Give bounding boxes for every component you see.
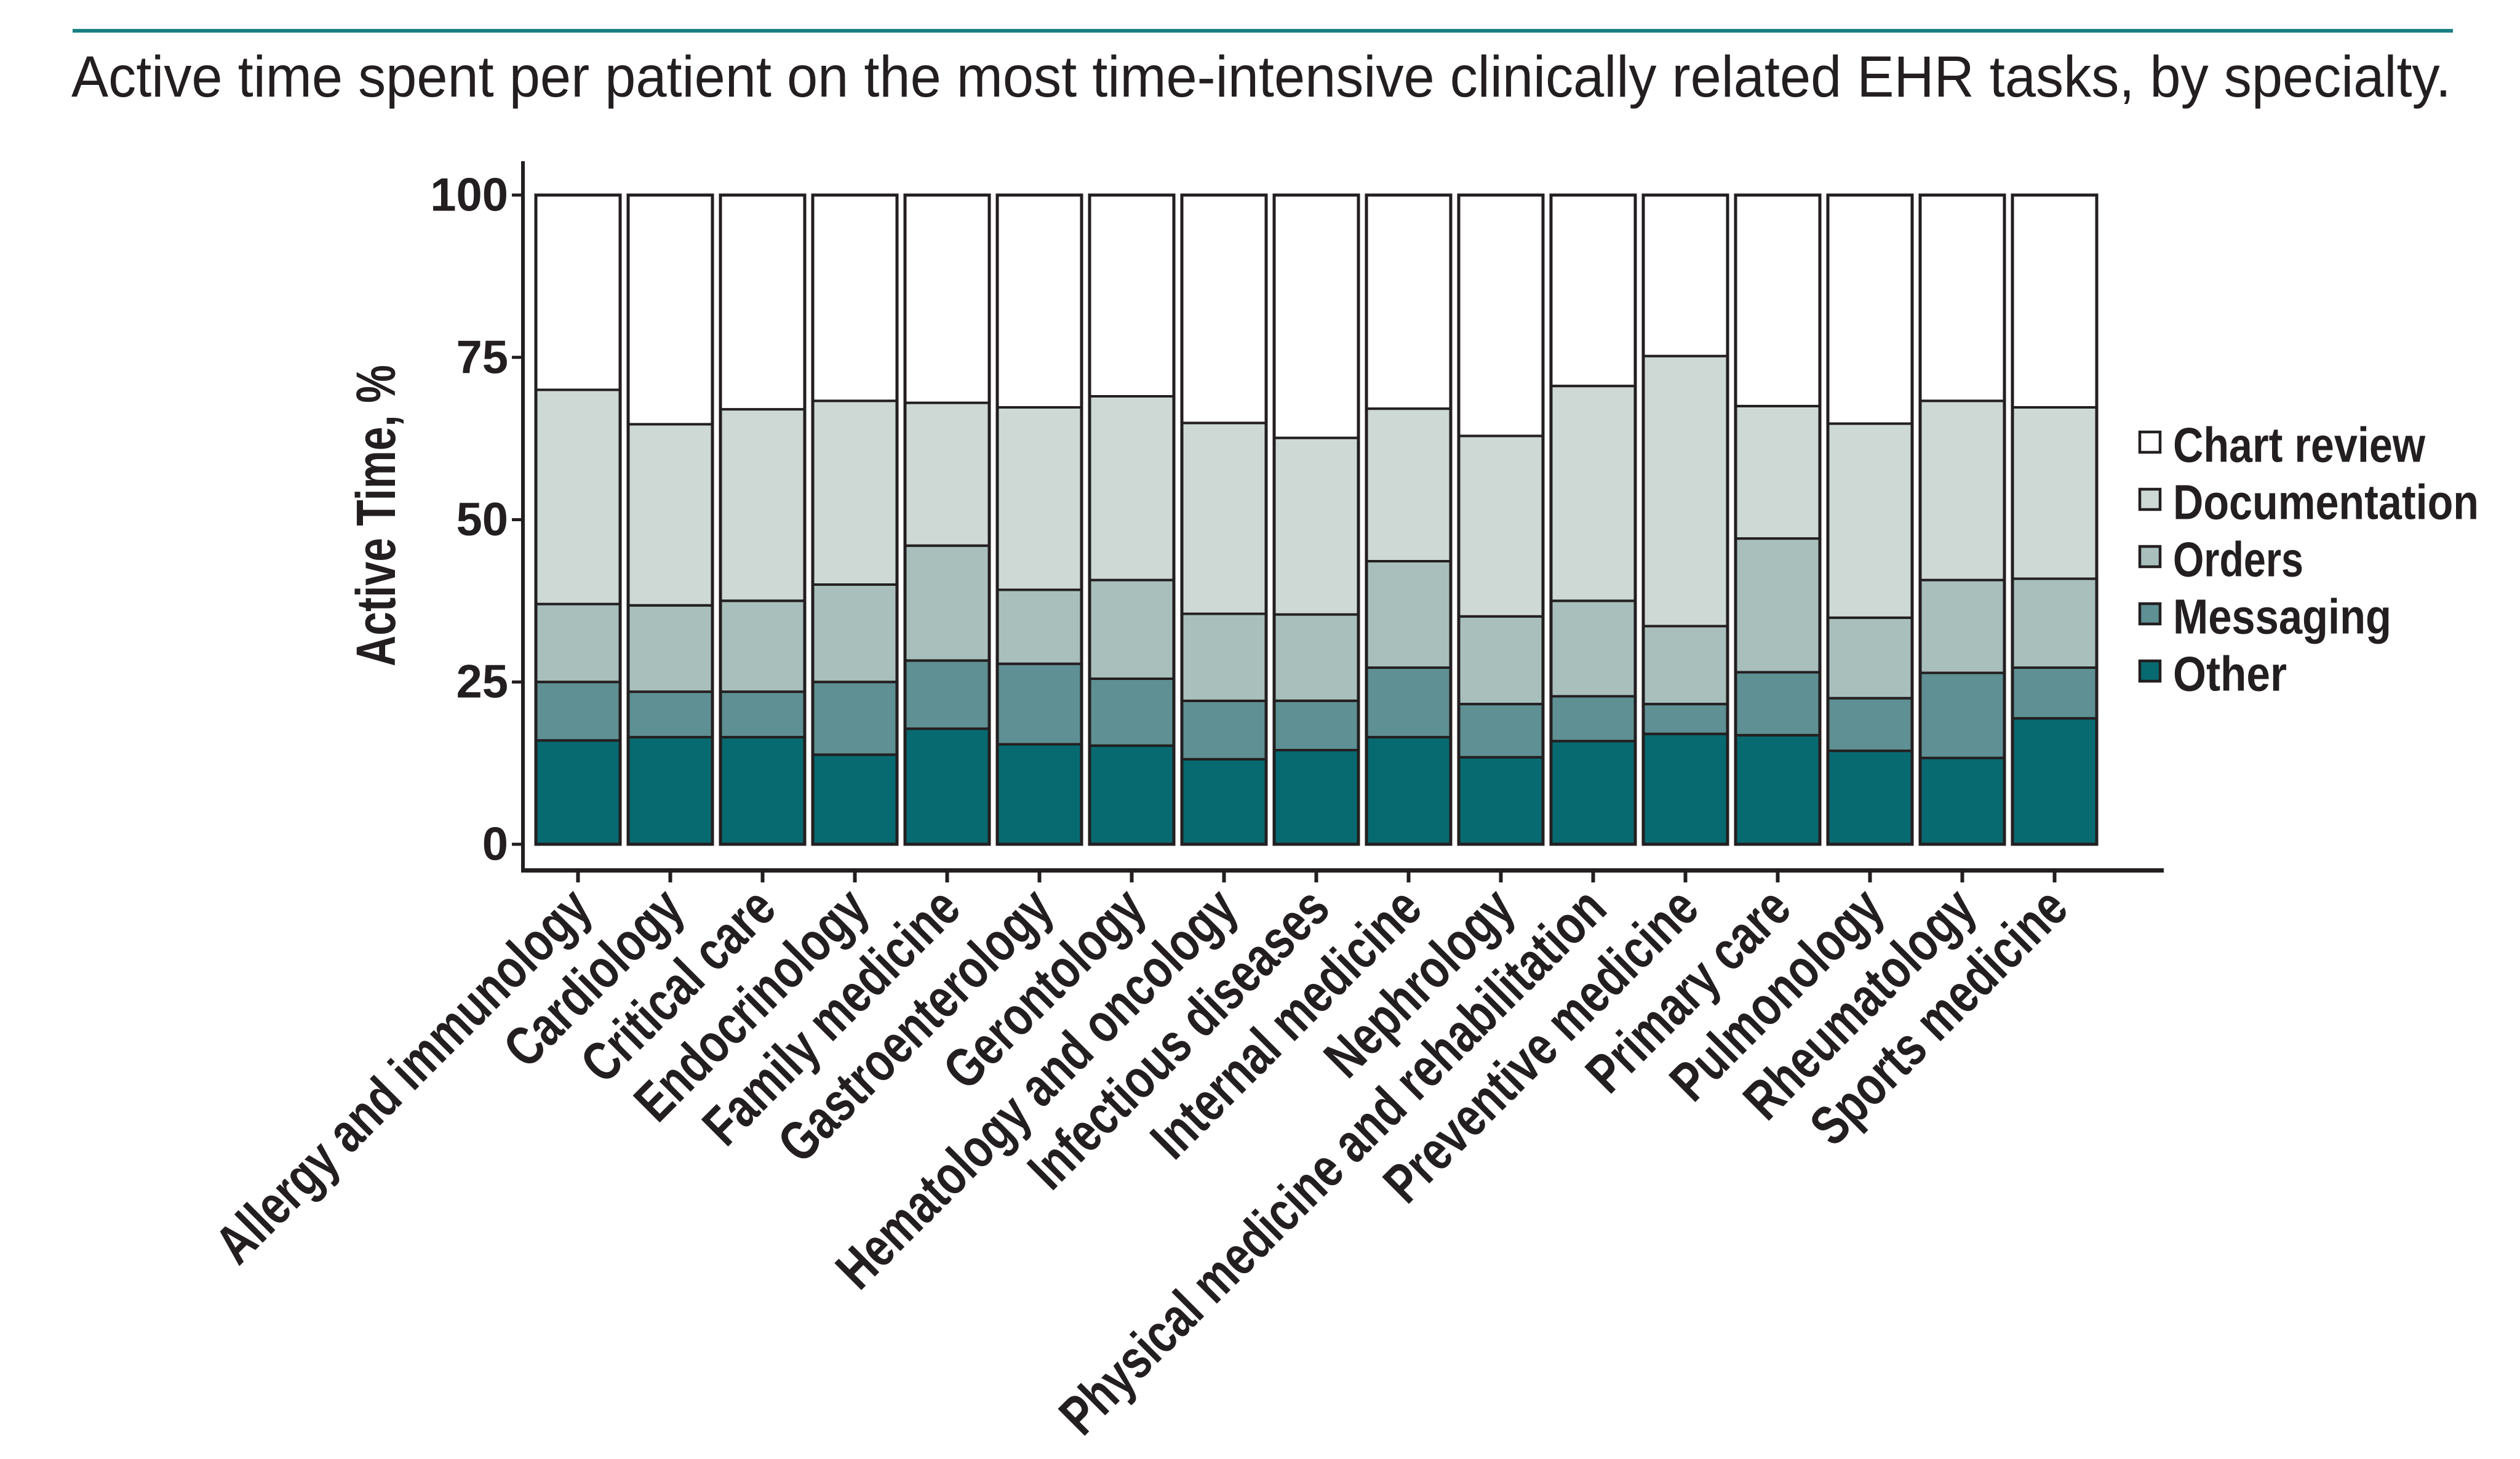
svg-text:Active Time, %: Active Time, % bbox=[346, 365, 407, 666]
svg-text:Orders: Orders bbox=[2173, 532, 2303, 587]
svg-text:Active time spent per patient: Active time spent per patient on the mos… bbox=[71, 44, 2451, 110]
svg-text:25: 25 bbox=[456, 656, 508, 708]
svg-text:50: 50 bbox=[456, 494, 508, 546]
svg-text:Messaging: Messaging bbox=[2173, 590, 2391, 644]
svg-text:100: 100 bbox=[430, 169, 508, 222]
svg-text:Documentation: Documentation bbox=[2173, 475, 2479, 530]
svg-text:Chart review: Chart review bbox=[2173, 418, 2426, 473]
svg-text:Other: Other bbox=[2173, 647, 2287, 702]
svg-text:75: 75 bbox=[456, 331, 508, 383]
svg-text:0: 0 bbox=[482, 818, 508, 871]
